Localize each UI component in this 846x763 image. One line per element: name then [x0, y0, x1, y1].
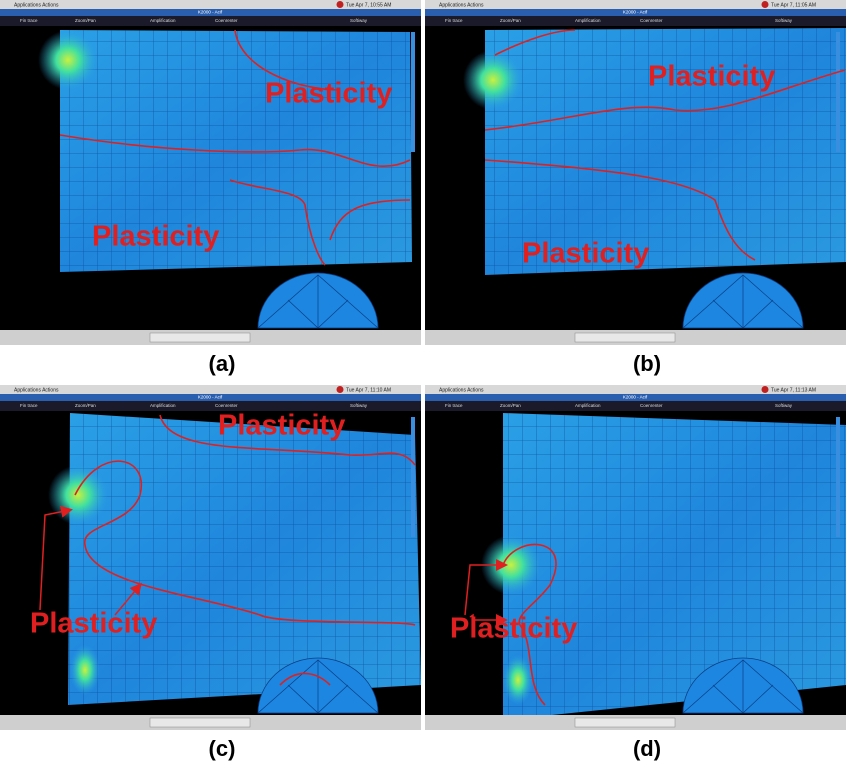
- hot-spot: [38, 30, 98, 90]
- legend-bar: [836, 32, 840, 152]
- task-button: [150, 718, 250, 727]
- legend-bar: [836, 417, 840, 537]
- panel-label: (d): [633, 736, 661, 761]
- clock-icon: [762, 386, 769, 393]
- clock-icon: [337, 1, 344, 8]
- task-button: [150, 333, 250, 342]
- menu-bar: Applications Actions: [14, 387, 59, 393]
- window-title: K2000 - Acif: [623, 395, 648, 400]
- hot-spot: [48, 465, 108, 525]
- menu-bar: Applications Actions: [439, 387, 484, 393]
- menu-item[interactable]: Coenrenter: [215, 18, 238, 23]
- clock: Tue Apr 7, 11:05 AM: [771, 2, 816, 8]
- panel-label: (b): [633, 351, 661, 376]
- fe-mesh: [503, 413, 846, 720]
- menu-bar: Applications Actions: [14, 2, 59, 8]
- menu-item[interactable]: Fin trace: [445, 18, 463, 23]
- annotation: Plasticity: [218, 410, 345, 442]
- annotation: Plasticity: [265, 78, 392, 110]
- menu-bar: Applications Actions: [439, 2, 484, 8]
- annotation: Plasticity: [30, 608, 157, 640]
- panel-label: (c): [209, 736, 236, 761]
- menu-item[interactable]: Coenrenter: [640, 403, 663, 408]
- window-title: K2000 - Acif: [623, 10, 648, 15]
- task-button: [575, 333, 675, 342]
- menu-item[interactable]: Softiway: [775, 18, 793, 23]
- task-button: [575, 718, 675, 727]
- menu-item[interactable]: Zoom/Pan: [500, 403, 521, 408]
- menu-item[interactable]: Zoom/Pan: [75, 403, 96, 408]
- menu-item[interactable]: Fin trace: [20, 403, 38, 408]
- clock: Tue Apr 7, 11:13 AM: [771, 387, 816, 393]
- menu-item[interactable]: Softiway: [775, 403, 793, 408]
- hot-spot: [463, 50, 523, 110]
- menu-item[interactable]: Amplification: [575, 403, 601, 408]
- menu-item[interactable]: Coenrenter: [640, 18, 663, 23]
- figure: Applications Actions Tue Apr 7, 10:55 AM K…: [0, 0, 846, 763]
- clock: Tue Apr 7, 11:10 AM: [346, 387, 391, 393]
- screenshot-panel: Applications Actions Tue Apr 7, 10:55 AM K…: [0, 0, 421, 345]
- screenshot-panel: Applications Actions Tue Apr 7, 11:10 AM K…: [0, 385, 421, 730]
- clock-icon: [337, 386, 344, 393]
- annotation: Plasticity: [522, 238, 649, 270]
- menu-item[interactable]: Amplification: [150, 18, 176, 23]
- screenshot-panel: Applications Actions Tue Apr 7, 11:05 AM K…: [425, 0, 846, 345]
- menu-item[interactable]: Amplification: [150, 403, 176, 408]
- menu-item[interactable]: Zoom/Pan: [75, 18, 96, 23]
- menu-item[interactable]: Softiway: [350, 18, 368, 23]
- menu-item[interactable]: Zoom/Pan: [500, 18, 521, 23]
- menu-item[interactable]: Amplification: [575, 18, 601, 23]
- window-title: K2000 - Acif: [198, 10, 223, 15]
- legend-bar: [411, 417, 415, 537]
- menu-item[interactable]: Fin trace: [20, 18, 38, 23]
- clock-icon: [762, 1, 769, 8]
- fe-mesh: [68, 413, 421, 705]
- hot-corner: [503, 655, 533, 705]
- menu-item[interactable]: Fin trace: [445, 403, 463, 408]
- menu-item[interactable]: Coenrenter: [215, 403, 238, 408]
- annotation: Plasticity: [92, 221, 219, 253]
- menu-item[interactable]: Softiway: [350, 403, 368, 408]
- screenshot-panel: Applications Actions Tue Apr 7, 11:13 AM K…: [425, 385, 846, 730]
- annotation: Plasticity: [648, 61, 775, 93]
- annotation: Plasticity: [450, 613, 577, 645]
- panel-label: (a): [209, 351, 236, 376]
- hot-corner: [70, 645, 100, 695]
- clock: Tue Apr 7, 10:55 AM: [346, 2, 391, 8]
- legend-bar: [411, 32, 415, 152]
- window-title: K2000 - Acif: [198, 395, 223, 400]
